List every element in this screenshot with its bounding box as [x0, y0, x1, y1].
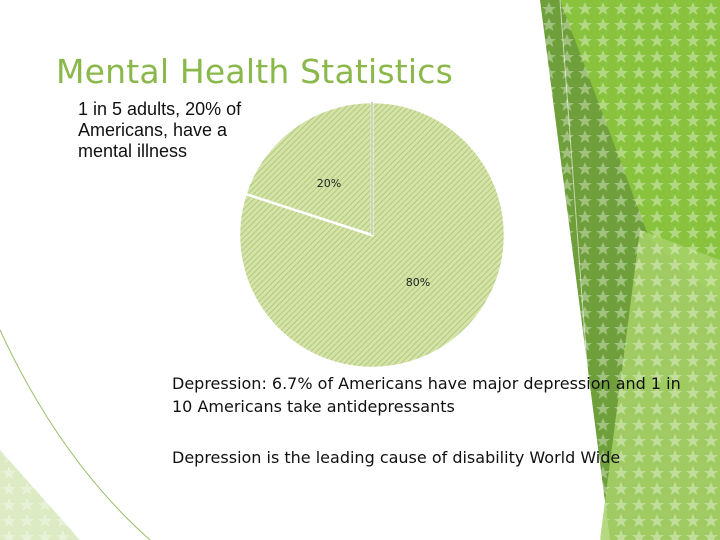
disability-stat-text: Depression is the leading cause of disab… — [172, 448, 621, 467]
pie-slice-20pct — [243, 100, 374, 237]
intro-text: 1 in 5 adults, 20% of Americans, have a … — [78, 99, 242, 161]
pie-data-label: 80% — [406, 276, 430, 289]
star-pattern-right — [540, 0, 720, 540]
depression-stat-text: Depression: 6.7% of Americans have major… — [172, 374, 681, 416]
divider-line — [559, 0, 601, 540]
slide-title: Mental Health Statistics — [56, 52, 454, 91]
left-curve — [0, 329, 151, 540]
pie-data-label: 20% — [317, 177, 341, 190]
star-pattern-left — [0, 450, 80, 540]
